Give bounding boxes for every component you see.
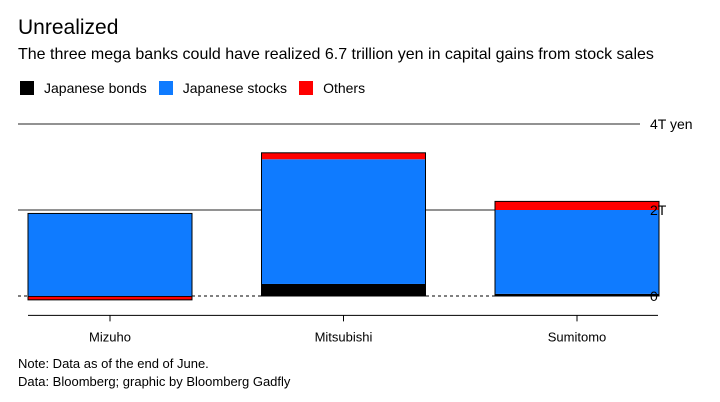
- x-tick-label-mitsubishi: Mitsubishi: [315, 329, 373, 344]
- legend-item-japanese-stocks: Japanese stocks: [158, 80, 288, 96]
- legend-item-others: Others: [299, 80, 365, 96]
- chart-source: Data: Bloomberg; graphic by Bloomberg Ga…: [18, 374, 291, 389]
- bar-mizuho-japanese-stocks: [28, 213, 192, 296]
- bar-sumitomo-japanese-bonds: [495, 293, 659, 296]
- bar-mizuho-japanese-bonds: [28, 296, 192, 298]
- bar-outline-sumitomo: [494, 200, 660, 297]
- bar-mitsubishi-japanese-bonds: [261, 283, 426, 296]
- bar-mitsubishi-japanese-stocks: [261, 159, 426, 284]
- legend-swatch-japanese-stocks: [158, 81, 173, 95]
- bar-outline-mitsubishi: [261, 152, 426, 297]
- x-tick-label-mizuho: Mizuho: [89, 329, 131, 344]
- legend-label-japanese-stocks: Japanese stocks: [182, 80, 288, 96]
- y-tick-label-2t: 2T: [650, 202, 667, 218]
- chart-title: Unrealized: [18, 16, 119, 39]
- x-tick-label-sumitomo: Sumitomo: [548, 329, 607, 344]
- bar-outline-mizuho: [27, 212, 193, 301]
- chart-note: Note: Data as of the end of June.: [18, 356, 209, 371]
- legend-swatch-others: [299, 81, 314, 95]
- y-tick-label-4t-yen: 4T yen: [650, 116, 693, 132]
- bar-mitsubishi-others: [261, 152, 426, 160]
- chart-subtitle: The three mega banks could have realized…: [18, 46, 654, 63]
- legend-label-others: Others: [323, 80, 366, 96]
- bar-mizuho-others: [28, 296, 192, 300]
- y-tick-label-0: 0: [650, 288, 658, 304]
- chart-legend: Japanese bonds Japanese stocks Others: [20, 80, 377, 96]
- bar-sumitomo-others: [495, 201, 659, 210]
- legend-label-japanese-bonds: Japanese bonds: [44, 80, 147, 96]
- legend-item-japanese-bonds: Japanese bonds: [20, 80, 147, 96]
- bar-sumitomo-japanese-stocks: [495, 210, 659, 294]
- legend-swatch-japanese-bonds: [20, 81, 34, 95]
